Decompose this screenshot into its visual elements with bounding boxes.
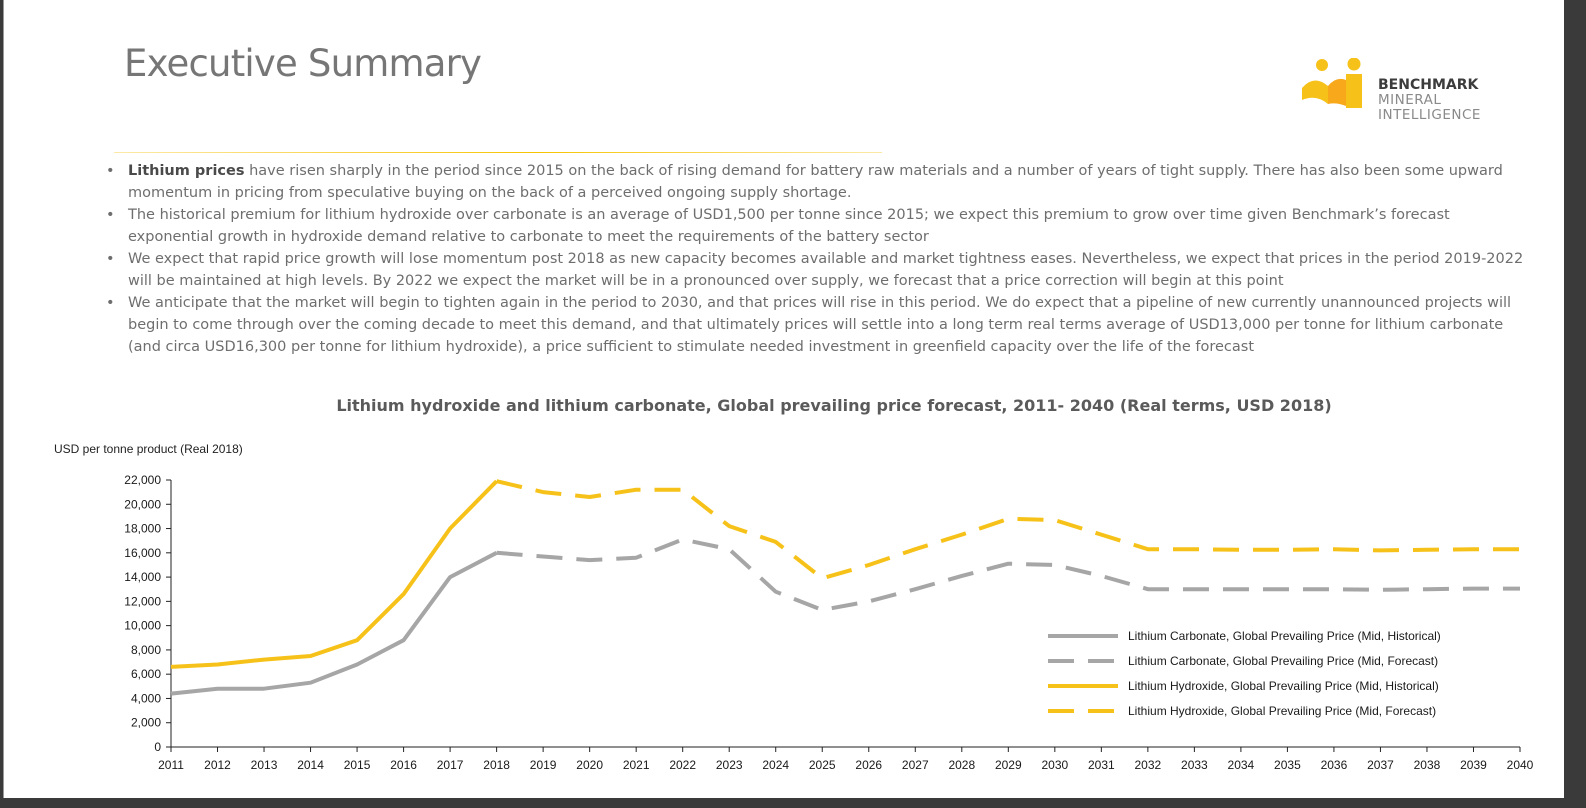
title-underline — [114, 152, 882, 153]
legend-label: Lithium Hydroxide, Global Prevailing Pri… — [1128, 704, 1437, 718]
series-carbonate-forecast — [496, 537, 1520, 612]
logo-line-intelligence: INTELLIGENCE — [1378, 107, 1481, 124]
x-tick-label: 2024 — [762, 758, 789, 772]
summary-bullets: • Lithium prices have risen sharply in th… — [102, 160, 1532, 358]
x-tick-label: 2019 — [530, 758, 557, 772]
bullet-dot-icon: • — [106, 207, 115, 223]
slide: Executive Summary BENCHMARK MINERAL INTE… — [3, 0, 1564, 798]
x-tick-label: 2012 — [204, 758, 231, 772]
y-tick-label: 8,000 — [131, 643, 161, 657]
bullet-dot-icon: • — [106, 251, 115, 267]
bullet-item: • The historical premium for lithium hydr… — [102, 204, 1532, 248]
x-tick-label: 2023 — [716, 758, 743, 772]
bullet-dot-icon: • — [106, 163, 115, 179]
price-forecast-chart: 0 2,000 4,000 6,000 8,000 10,000 12,000 14,000 1… — [124, 473, 1534, 772]
x-tick-label: 2034 — [1228, 758, 1255, 772]
x-tick-label: 2031 — [1088, 758, 1115, 772]
legend-swatch-dashed-grey — [1048, 659, 1118, 663]
x-tick-label: 2038 — [1414, 758, 1441, 772]
y-tick-label: 0 — [154, 740, 161, 754]
y-tick-label: 6,000 — [131, 667, 161, 681]
bullet-dot-icon: • — [106, 295, 115, 311]
x-tick-label: 2014 — [297, 758, 324, 772]
logo-mark-icon — [1302, 58, 1362, 108]
bullet-text: have risen sharply in the period since 2… — [128, 163, 1503, 201]
y-tick-label: 10,000 — [124, 619, 161, 633]
bullet-bold: Lithium prices — [128, 163, 245, 179]
x-tick-label: 2011 — [158, 758, 184, 772]
legend-swatch-dashed-yellow — [1048, 709, 1118, 713]
x-tick-label: 2021 — [623, 758, 650, 772]
x-tick-label: 2018 — [483, 758, 510, 772]
benchmark-logo: BENCHMARK MINERAL INTELLIGENCE — [1302, 58, 1522, 138]
x-tick-label: 2036 — [1321, 758, 1348, 772]
y-tick-label: 22,000 — [124, 473, 161, 487]
x-tick-label: 2039 — [1460, 758, 1487, 772]
y-tick-label: 12,000 — [124, 594, 161, 608]
x-tick-label: 2017 — [437, 758, 464, 772]
bullet-item: • We anticipate that the market will begi… — [102, 292, 1532, 358]
y-tick-label: 20,000 — [124, 497, 161, 511]
x-tick-label: 2027 — [902, 758, 929, 772]
x-tick-label: 2037 — [1367, 758, 1394, 772]
logo-line-benchmark: BENCHMARK — [1378, 77, 1479, 93]
bullet-text: The historical premium for lithium hydro… — [128, 207, 1450, 245]
series-carbonate-historical — [170, 551, 498, 696]
x-tick-label: 2015 — [344, 758, 371, 772]
x-tick-label: 2025 — [809, 758, 836, 772]
bullet-text: We expect that rapid price growth will l… — [128, 251, 1524, 289]
y-tick-label: 4,000 — [131, 691, 161, 705]
legend-label: Lithium Carbonate, Global Prevailing Pri… — [1128, 629, 1441, 643]
legend-swatch-solid-grey — [1048, 634, 1118, 638]
x-tick-label: 2040 — [1507, 758, 1534, 772]
logo-line-mineral: MINERAL — [1378, 92, 1442, 109]
bullet-item: • We expect that rapid price growth will … — [102, 248, 1532, 292]
x-tick-label: 2029 — [995, 758, 1022, 772]
y-tick-label: 18,000 — [124, 522, 161, 536]
legend-swatch-solid-yellow — [1048, 684, 1118, 688]
y-tick-label: 2,000 — [131, 716, 161, 730]
y-tick-label: 14,000 — [124, 570, 161, 584]
y-axis-title: USD per tonne product (Real 2018) — [54, 442, 243, 456]
x-tick-label: 2020 — [576, 758, 603, 772]
legend-label: Lithium Hydroxide, Global Prevailing Pri… — [1128, 679, 1439, 693]
x-tick-label: 2032 — [1135, 758, 1162, 772]
legend-label: Lithium Carbonate, Global Prevailing Pri… — [1128, 654, 1439, 668]
x-tick-label: 2013 — [251, 758, 278, 772]
page-title: Executive Summary — [124, 42, 482, 85]
bullet-item: • Lithium prices have risen sharply in th… — [102, 160, 1532, 204]
series-hydroxide-forecast — [496, 479, 1520, 581]
x-tick-label: 2033 — [1181, 758, 1208, 772]
x-tick-label: 2022 — [669, 758, 696, 772]
y-tick-label: 16,000 — [124, 546, 161, 560]
x-tick-label: 2028 — [948, 758, 975, 772]
chart-title: Lithium hydroxide and lithium carbonate,… — [336, 396, 1332, 415]
x-tick-label: 2030 — [1041, 758, 1068, 772]
series-hydroxide-historical — [170, 479, 499, 669]
x-tick-label: 2016 — [390, 758, 417, 772]
x-tick-label: 2026 — [855, 758, 882, 772]
bullet-text: We anticipate that the market will begin… — [128, 295, 1512, 355]
x-tick-label: 2035 — [1274, 758, 1301, 772]
